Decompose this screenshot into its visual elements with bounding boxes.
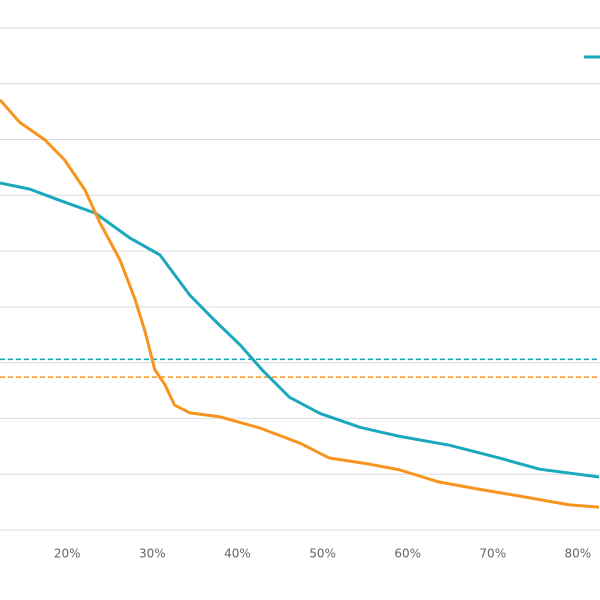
x-tick-label: 80% xyxy=(565,547,592,561)
x-tick-label: 40% xyxy=(224,547,251,561)
x-tick-label: 50% xyxy=(309,547,336,561)
x-tick-label: 60% xyxy=(394,547,421,561)
x-tick-label: 30% xyxy=(139,547,166,561)
series-line xyxy=(0,181,600,479)
x-tick-label: 20% xyxy=(54,547,81,561)
x-tick-label: 70% xyxy=(479,547,506,561)
series-line xyxy=(0,98,600,509)
